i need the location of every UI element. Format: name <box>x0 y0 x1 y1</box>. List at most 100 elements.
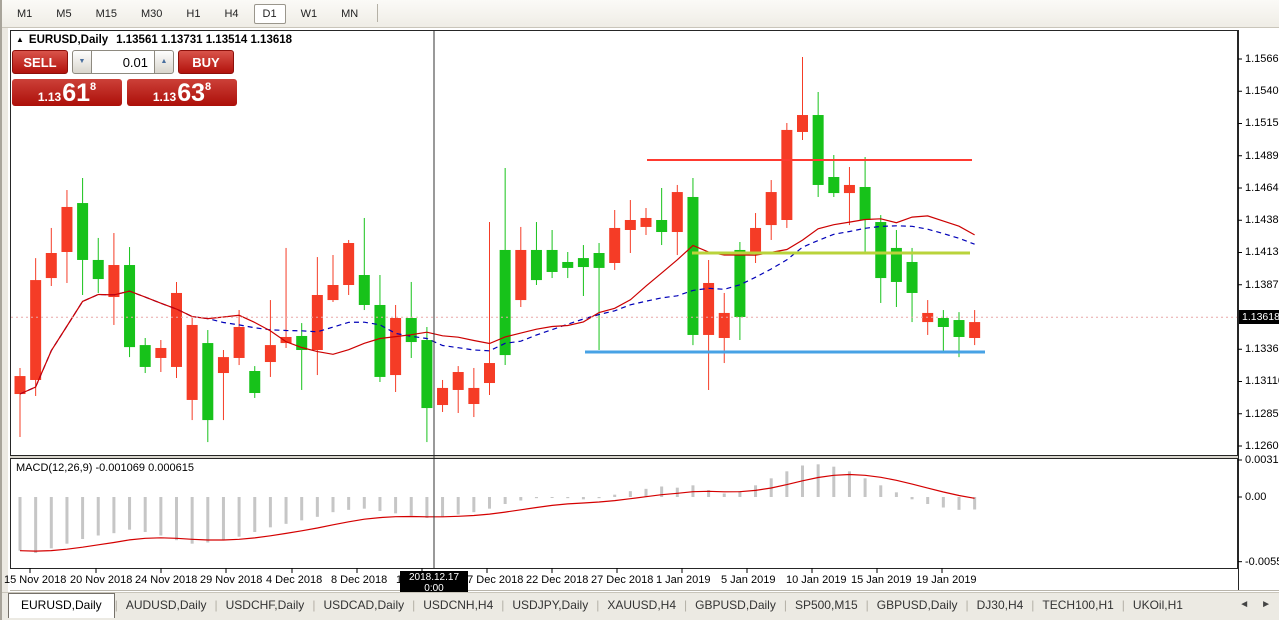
timeframe-button-m15[interactable]: M15 <box>95 8 117 20</box>
candle-body <box>296 335 308 351</box>
candle-body <box>358 275 370 305</box>
symbol-tab-usdcnh-h4[interactable]: USDCNH,H4 <box>423 598 494 612</box>
symbol-tab-gbpusd-daily[interactable]: GBPUSD,Daily <box>695 598 776 612</box>
symbol-tab-gbpusd-daily[interactable]: GBPUSD,Daily <box>876 598 958 612</box>
buy-button[interactable]: BUY <box>178 50 234 74</box>
date-axis-label: 1 Jan 2019 <box>656 574 711 586</box>
macd-histogram-bar <box>190 497 194 544</box>
price-axis-label: 1.15405 <box>1245 85 1279 98</box>
timeframe-button-h4[interactable]: H4 <box>224 8 239 20</box>
candle-body <box>515 249 527 301</box>
tab-separator: | <box>865 598 869 612</box>
buy-price-big: 63 <box>177 79 206 107</box>
macd-histogram-bar <box>18 497 22 551</box>
volume-increment-button[interactable]: ▲ <box>154 50 174 74</box>
candle-body <box>875 222 887 279</box>
symbol-tab-tech100-h1[interactable]: TECH100,H1 <box>1042 598 1114 612</box>
current-price-tag: 1.13618 <box>1239 310 1279 325</box>
candle-body <box>656 219 668 233</box>
tab-separator: | <box>684 598 688 612</box>
symbol-tab-sp500-m15[interactable]: SP500,M15 <box>794 598 858 612</box>
timeframe-button-h1[interactable]: H1 <box>186 8 201 20</box>
macd-histogram-bar <box>331 497 335 513</box>
symbol-tab-usdjpy-daily[interactable]: USDJPY,Daily <box>512 598 589 612</box>
candle-body <box>405 318 417 343</box>
symbol-tab-usdchf-daily[interactable]: USDCHF,Daily <box>225 598 305 612</box>
candle-body <box>906 261 918 293</box>
macd-histogram-bar <box>112 497 116 534</box>
macd-histogram-bar <box>456 497 460 515</box>
candle-body <box>390 318 402 376</box>
tab-separator: | <box>412 598 416 612</box>
candle-body <box>186 324 198 400</box>
candle-body <box>546 249 558 272</box>
macd-histogram-bar <box>472 497 476 513</box>
timeframe-button-mn[interactable]: MN <box>341 8 359 20</box>
timeframe-toolbar: M1 M5 M15 M30 H1 H4 D1 W1 MN <box>2 0 1279 28</box>
candle-body <box>421 340 433 409</box>
macd-histogram-bar <box>644 488 648 497</box>
candle-body <box>593 253 605 268</box>
macd-histogram-bar <box>488 497 491 509</box>
candle-body <box>45 253 57 279</box>
macd-histogram-bar <box>128 497 132 530</box>
macd-histogram-bar <box>409 497 413 516</box>
macd-histogram-bar <box>315 497 319 517</box>
macd-histogram-bar <box>566 497 570 499</box>
price-axis-label: 1.12855 <box>1245 407 1279 420</box>
symbol-tab-eurusd-daily[interactable]: EURUSD,Daily <box>8 593 115 618</box>
buy-price-sup: 8 <box>205 81 212 93</box>
symbol-tab-ukoil-h1[interactable]: UKOil,H1 <box>1132 598 1183 612</box>
timeframe-button-m30[interactable]: M30 <box>140 8 163 20</box>
candle-body <box>577 258 589 268</box>
macd-histogram-bar <box>910 497 914 500</box>
tab-separator: | <box>114 598 118 612</box>
tab-separator: | <box>965 598 969 612</box>
price-axis-label: 1.14640 <box>1245 181 1279 194</box>
chart-ohlc-values: 1.13561 1.13731 1.13514 1.13618 <box>116 34 293 46</box>
macd-histogram-bar <box>221 497 225 541</box>
tab-scroll-left-icon[interactable]: ◄ <box>1239 599 1250 610</box>
sell-button[interactable]: SELL <box>12 50 68 74</box>
price-axis-label: 1.14385 <box>1245 214 1279 227</box>
date-axis-label: 29 Nov 2018 <box>200 574 263 586</box>
candle-body <box>14 376 26 395</box>
symbol-tab-xauusd-h4[interactable]: XAUUSD,H4 <box>607 598 677 612</box>
candle-body <box>530 249 542 281</box>
timeframe-button-m5[interactable]: M5 <box>56 8 72 20</box>
candlestick-chart <box>11 56 1237 443</box>
symbol-tab-usdcad-daily[interactable]: USDCAD,Daily <box>323 598 405 612</box>
price-axis-label: 1.15150 <box>1245 117 1279 130</box>
buy-price-prefix: 1.13 <box>152 90 177 104</box>
candle-body <box>640 217 652 227</box>
sell-price-display[interactable]: 1.13 61 8 <box>12 79 122 106</box>
volume-input[interactable] <box>92 50 154 74</box>
toolbar-divider <box>377 3 379 22</box>
symbol-tab-dj30-h4[interactable]: DJ30,H4 <box>976 598 1024 612</box>
timeframe-button-m1[interactable]: M1 <box>17 8 33 20</box>
timeframe-button-d1[interactable]: D1 <box>253 4 286 24</box>
macd-histogram-bar <box>300 497 304 521</box>
date-axis-label: 15 Jan 2019 <box>851 574 912 586</box>
candle-body <box>718 312 730 338</box>
candle-body <box>217 357 229 374</box>
candle-body <box>92 259 104 280</box>
candle-body <box>155 347 167 358</box>
macd-panel <box>18 464 977 554</box>
candle-body <box>937 318 949 327</box>
macd-histogram-bar <box>957 497 961 510</box>
candle-body <box>124 265 136 348</box>
chart-collapse-icon[interactable]: ▲ <box>16 35 24 44</box>
candle-body <box>171 292 182 367</box>
timeframe-button-w1[interactable]: W1 <box>300 8 318 20</box>
macd-histogram-bar <box>534 497 538 499</box>
macd-histogram-bar <box>941 497 945 508</box>
price-axis-label: 1.13365 <box>1245 343 1279 356</box>
macd-histogram-bar <box>597 497 601 499</box>
candle-body <box>280 336 292 344</box>
buy-price-display[interactable]: 1.13 63 8 <box>127 79 237 106</box>
price-axis-label: 1.15660 <box>1245 52 1279 65</box>
symbol-tab-audusd-daily[interactable]: AUDUSD,Daily <box>125 598 207 612</box>
volume-decrement-button[interactable]: ▼ <box>72 50 92 74</box>
tab-scroll-right-icon[interactable]: ► <box>1261 599 1271 610</box>
